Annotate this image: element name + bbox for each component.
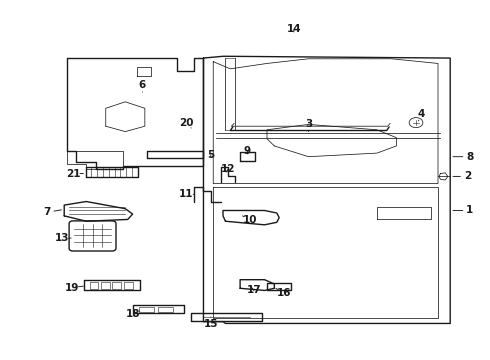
Text: 18: 18 [125,309,140,319]
Bar [124,282,133,289]
Bar [112,282,121,289]
Text: 10: 10 [243,215,257,225]
Text: 4: 4 [417,109,425,119]
Text: 2: 2 [464,171,471,181]
Bar [90,282,98,289]
Text: 13: 13 [54,233,69,243]
Text: 9: 9 [244,146,251,156]
Text: 3: 3 [305,120,312,129]
Text: 5: 5 [207,150,215,160]
Text: 19: 19 [64,283,79,293]
Text: 16: 16 [277,288,292,298]
Bar [101,282,110,289]
Text: 17: 17 [246,285,261,296]
Text: 8: 8 [466,152,473,162]
Text: 7: 7 [44,207,51,217]
Text: 11: 11 [179,189,194,199]
Bar [158,307,172,312]
Text: 20: 20 [179,118,194,128]
Bar [139,307,154,312]
Text: 15: 15 [203,319,218,329]
Text: 1: 1 [466,206,473,216]
Text: 6: 6 [139,80,146,90]
Text: 12: 12 [220,164,235,174]
Text: 21: 21 [66,168,80,179]
Text: 14: 14 [287,24,301,35]
